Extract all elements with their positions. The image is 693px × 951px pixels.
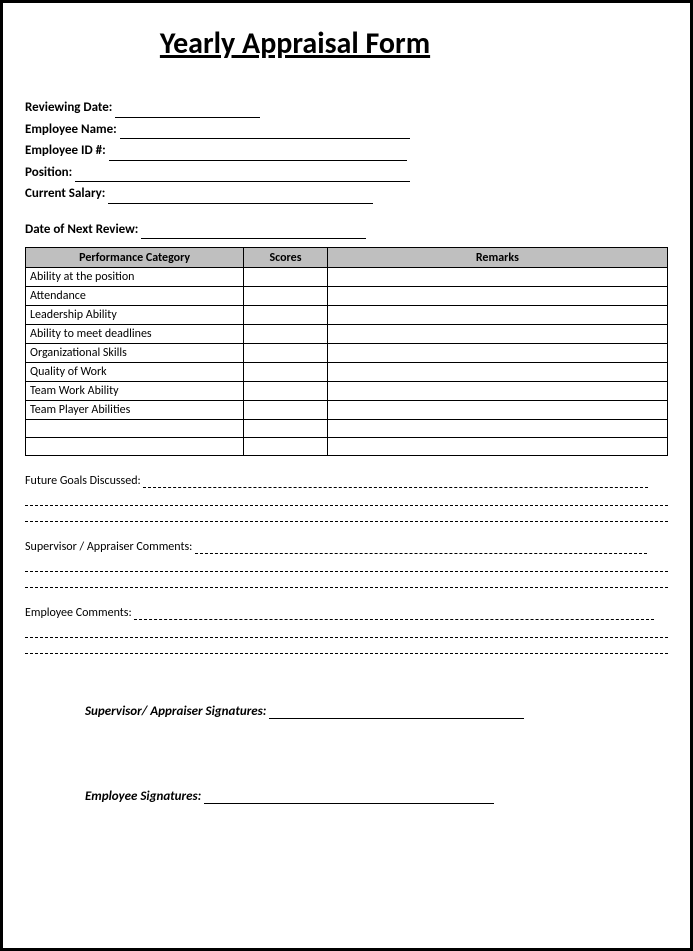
employee-comments-line-1[interactable] xyxy=(25,622,668,638)
employee-comments-section: Employee Comments: xyxy=(25,606,668,654)
supervisor-signature-line[interactable] xyxy=(269,707,524,719)
remarks-cell[interactable] xyxy=(327,420,667,438)
supervisor-comments-line-2[interactable] xyxy=(25,572,668,588)
scores-cell[interactable] xyxy=(244,420,327,438)
supervisor-signature-label: Supervisor/ Appraiser Signatures: xyxy=(85,704,266,719)
category-cell: Leadership Ability xyxy=(26,306,244,325)
appraisal-form-page: Yearly Appraisal Form Reviewing Date: Em… xyxy=(0,0,693,951)
employee-comments-label: Employee Comments: xyxy=(25,606,132,620)
category-cell xyxy=(26,420,244,438)
col-header-remarks: Remarks xyxy=(327,248,667,268)
category-cell: Team Player Abilities xyxy=(26,401,244,420)
remarks-cell[interactable] xyxy=(327,344,667,363)
employee-signature-row: Employee Signatures: xyxy=(85,789,668,804)
employee-name-label: Employee Name: xyxy=(25,122,117,137)
supervisor-comments-line-0[interactable] xyxy=(195,542,647,554)
employee-id-label: Employee ID #: xyxy=(25,143,106,158)
scores-cell[interactable] xyxy=(244,438,327,456)
scores-cell[interactable] xyxy=(244,287,327,306)
employee-comments-line-0[interactable] xyxy=(134,608,654,620)
field-reviewing-date: Reviewing Date: xyxy=(25,98,668,118)
supervisor-signature-row: Supervisor/ Appraiser Signatures: xyxy=(85,704,668,719)
remarks-cell[interactable] xyxy=(327,325,667,344)
category-cell: Attendance xyxy=(26,287,244,306)
table-row: Leadership Ability xyxy=(26,306,668,325)
table-row: Team Work Ability xyxy=(26,382,668,401)
future-goals-line-0[interactable] xyxy=(143,476,648,488)
future-goals-line-2[interactable] xyxy=(25,506,668,522)
field-employee-name: Employee Name: xyxy=(25,120,668,140)
supervisor-comments-section: Supervisor / Appraiser Comments: xyxy=(25,540,668,588)
scores-cell[interactable] xyxy=(244,344,327,363)
table-row: Ability at the position xyxy=(26,268,668,287)
current-salary-label: Current Salary: xyxy=(25,186,105,201)
remarks-cell[interactable] xyxy=(327,287,667,306)
table-row xyxy=(26,438,668,456)
page-title: Yearly Appraisal Form xyxy=(105,25,485,62)
future-goals-label: Future Goals Discussed: xyxy=(25,474,141,488)
remarks-cell[interactable] xyxy=(327,382,667,401)
employee-signature-line[interactable] xyxy=(204,792,494,804)
field-next-review: Date of Next Review: xyxy=(25,220,668,240)
employee-signature-label: Employee Signatures: xyxy=(85,789,201,804)
scores-cell[interactable] xyxy=(244,325,327,344)
next-review-line[interactable] xyxy=(141,227,366,239)
future-goals-section: Future Goals Discussed: xyxy=(25,474,668,522)
category-cell: Organizational Skills xyxy=(26,344,244,363)
scores-cell[interactable] xyxy=(244,401,327,420)
table-row: Attendance xyxy=(26,287,668,306)
supervisor-comments-label: Supervisor / Appraiser Comments: xyxy=(25,540,192,554)
employee-id-line[interactable] xyxy=(109,149,407,161)
scores-cell[interactable] xyxy=(244,306,327,325)
table-row: Team Player Abilities xyxy=(26,401,668,420)
supervisor-comments-line-1[interactable] xyxy=(25,556,668,572)
position-label: Position: xyxy=(25,165,72,180)
field-current-salary: Current Salary: xyxy=(25,184,668,204)
reviewing-date-line[interactable] xyxy=(115,106,260,118)
field-employee-id: Employee ID #: xyxy=(25,141,668,161)
position-line[interactable] xyxy=(75,170,410,182)
category-cell: Quality of Work xyxy=(26,363,244,382)
remarks-cell[interactable] xyxy=(327,438,667,456)
scores-cell[interactable] xyxy=(244,268,327,287)
reviewing-date-label: Reviewing Date: xyxy=(25,100,112,115)
performance-table: Performance Category Scores Remarks Abil… xyxy=(25,247,668,456)
table-row: Quality of Work xyxy=(26,363,668,382)
field-position: Position: xyxy=(25,163,668,183)
next-review-label: Date of Next Review: xyxy=(25,222,138,237)
remarks-cell[interactable] xyxy=(327,306,667,325)
remarks-cell[interactable] xyxy=(327,268,667,287)
col-header-category: Performance Category xyxy=(26,248,244,268)
category-cell: Ability at the position xyxy=(26,268,244,287)
employee-comments-line-2[interactable] xyxy=(25,638,668,654)
future-goals-line-1[interactable] xyxy=(25,490,668,506)
col-header-scores: Scores xyxy=(244,248,327,268)
category-cell: Team Work Ability xyxy=(26,382,244,401)
table-row xyxy=(26,420,668,438)
table-row: Ability to meet deadlines xyxy=(26,325,668,344)
scores-cell[interactable] xyxy=(244,382,327,401)
category-cell xyxy=(26,438,244,456)
employee-name-line[interactable] xyxy=(120,127,410,139)
current-salary-line[interactable] xyxy=(108,192,373,204)
scores-cell[interactable] xyxy=(244,363,327,382)
remarks-cell[interactable] xyxy=(327,401,667,420)
remarks-cell[interactable] xyxy=(327,363,667,382)
category-cell: Ability to meet deadlines xyxy=(26,325,244,344)
table-row: Organizational Skills xyxy=(26,344,668,363)
